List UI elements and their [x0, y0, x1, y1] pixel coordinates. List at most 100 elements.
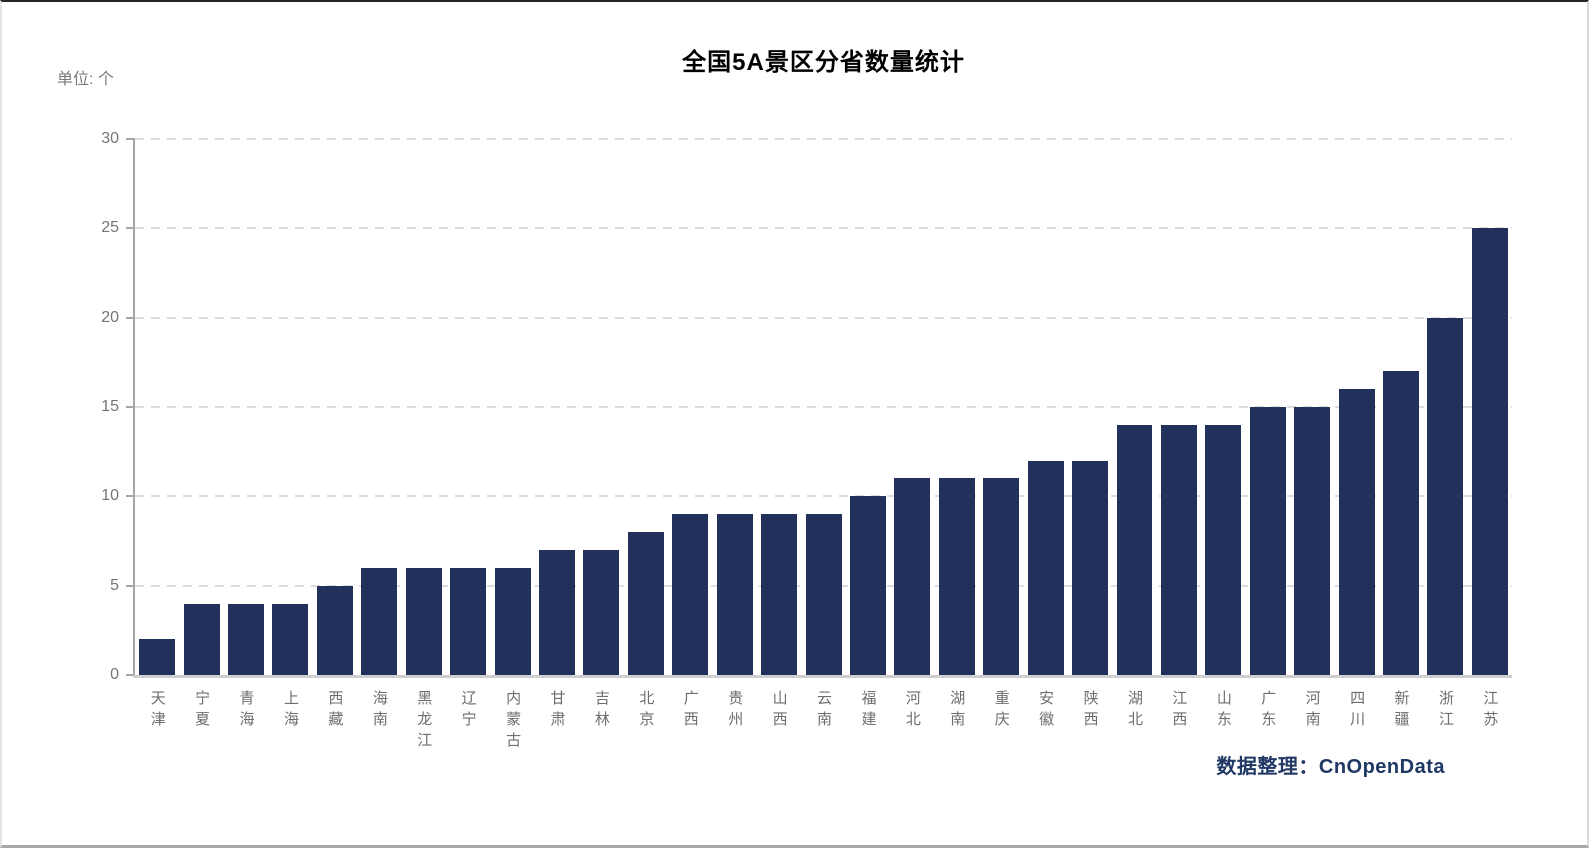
x-label-slot: 新疆	[1379, 690, 1423, 753]
x-label-湖北: 湖北	[1125, 690, 1143, 732]
x-label-贵州: 贵州	[726, 690, 744, 732]
bar-新疆	[1383, 371, 1419, 675]
y-tick-15	[126, 406, 134, 408]
x-label-slot: 广西	[668, 690, 712, 753]
x-axis-labels: 天津 宁夏 青海 上海 西藏 海南 黑龙江 辽宁 内蒙古 甘肃 吉林 北京 广西 贵州 山西 云南 福建 河北 湖南…	[135, 690, 1512, 753]
x-label-slot: 湖南	[935, 690, 979, 753]
bar-四川	[1338, 389, 1375, 675]
bar-slot	[1068, 139, 1112, 675]
bar-青海	[228, 603, 265, 675]
x-label-四川: 四川	[1348, 690, 1366, 732]
x-label-广东: 广东	[1259, 690, 1277, 732]
bar-slot	[313, 139, 357, 675]
y-tick-20	[126, 316, 134, 319]
x-label-安徽: 安徽	[1037, 690, 1055, 732]
bar-slot	[1112, 139, 1156, 675]
x-label-湖南: 湖南	[948, 690, 966, 732]
bar-slot	[490, 139, 534, 675]
x-axis-line	[133, 675, 1512, 678]
x-label-slot: 山东	[1201, 690, 1245, 753]
x-label-slot: 云南	[801, 690, 845, 753]
gridline-10	[135, 495, 1512, 498]
x-label-slot: 辽宁	[446, 690, 490, 753]
x-label-slot: 上海	[268, 690, 312, 753]
x-label-slot: 四川	[1334, 690, 1378, 753]
y-tick-label-25: 25	[101, 219, 119, 237]
bar-slot	[1246, 139, 1290, 675]
bar-slot	[624, 139, 668, 675]
x-label-宁夏: 宁夏	[193, 690, 211, 732]
y-tick-0	[126, 674, 134, 676]
y-tick-30	[126, 138, 134, 140]
x-label-slot: 河南	[1290, 690, 1334, 753]
x-label-海南: 海南	[370, 690, 388, 732]
bar-河北	[894, 478, 931, 675]
bar-series	[135, 139, 1512, 675]
bar-广东	[1249, 407, 1286, 675]
x-label-天津: 天津	[148, 690, 166, 732]
y-tick-label-5: 5	[110, 576, 119, 594]
gridline-15	[135, 406, 1512, 408]
x-label-山东: 山东	[1214, 690, 1232, 732]
x-label-上海: 上海	[281, 690, 299, 732]
x-label-山西: 山西	[770, 690, 788, 732]
bar-slot	[846, 139, 890, 675]
bar-slot	[1290, 139, 1334, 675]
x-label-slot: 北京	[624, 690, 668, 753]
x-label-slot: 安徽	[1023, 690, 1067, 753]
bar-上海	[272, 603, 309, 675]
bar-slot	[668, 139, 712, 675]
bar-湖南	[938, 478, 975, 675]
x-label-河南: 河南	[1303, 690, 1321, 732]
x-label-西藏: 西藏	[326, 690, 344, 732]
x-label-甘肃: 甘肃	[548, 690, 566, 732]
bar-浙江	[1427, 317, 1464, 675]
y-tick-label-10: 10	[101, 487, 119, 505]
bar-山西	[761, 514, 798, 675]
bar-重庆	[983, 478, 1020, 675]
x-label-slot: 广东	[1246, 690, 1290, 753]
bar-slot	[935, 139, 979, 675]
bar-slot	[1379, 139, 1423, 675]
bar-slot	[1201, 139, 1245, 675]
bar-slot	[979, 139, 1023, 675]
bar-slot	[224, 139, 268, 675]
bar-slot	[535, 139, 579, 675]
x-label-陕西: 陕西	[1081, 690, 1099, 732]
x-label-slot: 河北	[890, 690, 934, 753]
x-label-重庆: 重庆	[992, 690, 1010, 732]
bar-黑龙江	[405, 567, 442, 675]
bar-辽宁	[450, 567, 487, 675]
bar-slot	[1423, 139, 1467, 675]
y-tick-label-20: 20	[101, 308, 119, 326]
y-tick-10	[126, 495, 134, 498]
bar-slot	[179, 139, 223, 675]
x-label-slot: 福建	[846, 690, 890, 753]
y-tick-label-15: 15	[101, 398, 119, 415]
bar-山东	[1205, 424, 1242, 675]
x-label-slot: 陕西	[1068, 690, 1112, 753]
x-label-辽宁: 辽宁	[459, 690, 477, 732]
x-label-slot: 湖北	[1112, 690, 1156, 753]
x-label-江苏: 江苏	[1481, 690, 1499, 732]
x-label-slot: 海南	[357, 690, 401, 753]
bar-福建	[849, 496, 886, 675]
bar-北京	[627, 532, 664, 675]
x-label-黑龙江: 黑龙江	[415, 690, 433, 753]
bar-slot	[890, 139, 934, 675]
source-credit: 数据整理：CnOpenData	[1216, 756, 1445, 778]
bar-slot	[1468, 139, 1512, 675]
bar-chart-plot-area: 0 5 10 15 20 25 30 天津 宁夏 青海 上海 西藏 海南 黑龙江 辽宁 内蒙古 甘肃 吉林 北京广…	[101, 130, 1512, 753]
x-label-slot: 内蒙古	[490, 690, 534, 753]
x-label-北京: 北京	[637, 690, 655, 732]
bar-slot	[712, 139, 756, 675]
y-tick-5	[126, 584, 134, 587]
x-label-slot: 甘肃	[535, 690, 579, 753]
x-label-slot: 江苏	[1468, 690, 1512, 753]
x-label-slot: 江西	[1157, 690, 1201, 753]
x-label-slot: 青海	[224, 690, 268, 753]
gridline-25	[135, 227, 1512, 230]
bar-内蒙古	[494, 567, 531, 675]
chart-title: 全国5A景区分省数量统计	[682, 49, 965, 76]
